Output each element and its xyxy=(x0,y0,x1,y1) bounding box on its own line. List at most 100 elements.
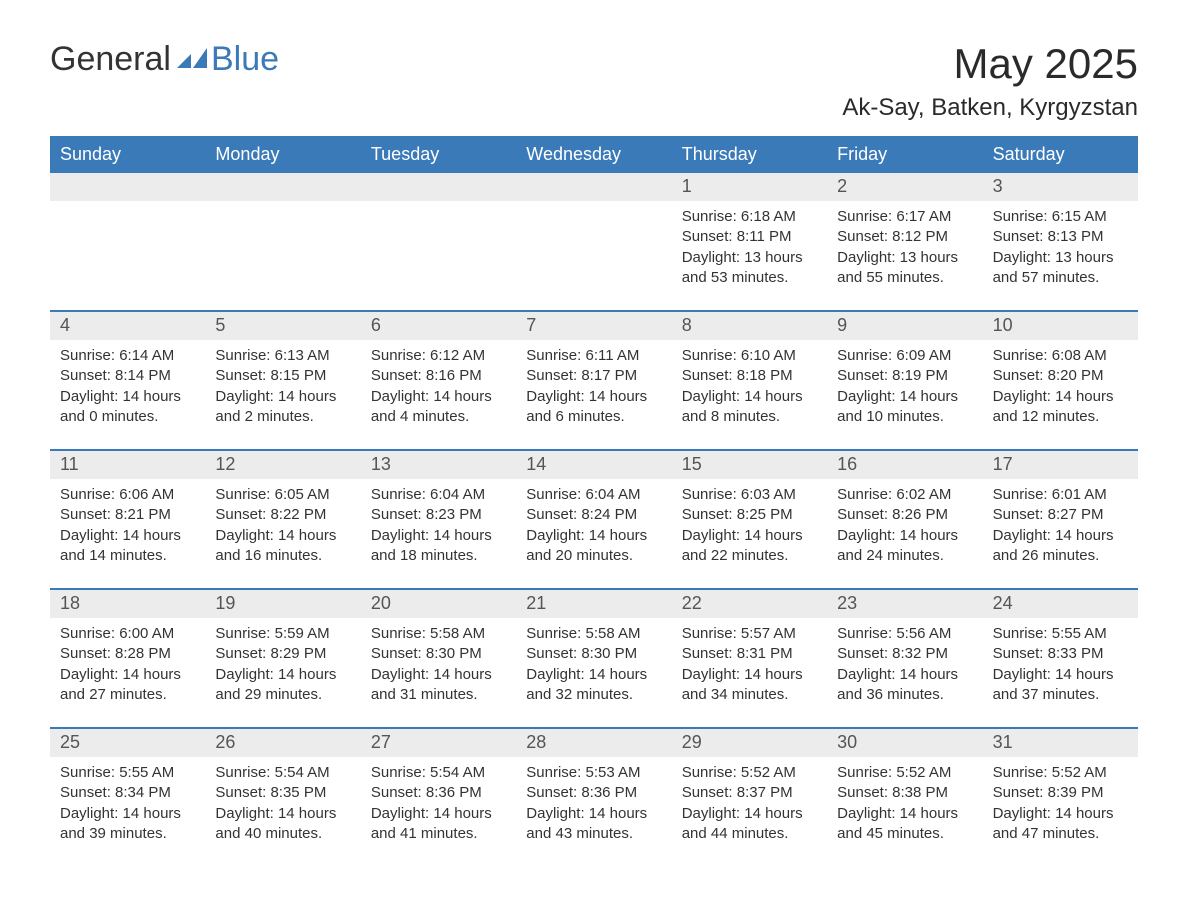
day-daylight2-text: and 14 minutes. xyxy=(60,546,195,566)
day-daylight1-text: Daylight: 14 hours xyxy=(371,804,506,824)
day-sunset-text: Sunset: 8:20 PM xyxy=(993,366,1128,386)
day-number: 8 xyxy=(672,312,827,340)
day-body: Sunrise: 6:01 AMSunset: 8:27 PMDaylight:… xyxy=(983,479,1138,576)
day-body: Sunrise: 6:02 AMSunset: 8:26 PMDaylight:… xyxy=(827,479,982,576)
day-daylight1-text: Daylight: 14 hours xyxy=(682,804,817,824)
day-daylight1-text: Daylight: 14 hours xyxy=(993,387,1128,407)
weekday-label: Saturday xyxy=(983,136,1138,173)
day-cell xyxy=(361,173,516,298)
day-sunrise-text: Sunrise: 6:17 AM xyxy=(837,207,972,227)
day-sunset-text: Sunset: 8:15 PM xyxy=(215,366,350,386)
day-daylight2-text: and 43 minutes. xyxy=(526,824,661,844)
brand-part1: General xyxy=(50,40,171,79)
day-daylight1-text: Daylight: 14 hours xyxy=(837,665,972,685)
day-cell: 17Sunrise: 6:01 AMSunset: 8:27 PMDayligh… xyxy=(983,451,1138,576)
day-cell: 19Sunrise: 5:59 AMSunset: 8:29 PMDayligh… xyxy=(205,590,360,715)
day-body: Sunrise: 6:11 AMSunset: 8:17 PMDaylight:… xyxy=(516,340,671,437)
day-cell xyxy=(205,173,360,298)
day-sunrise-text: Sunrise: 5:54 AM xyxy=(371,763,506,783)
day-cell: 31Sunrise: 5:52 AMSunset: 8:39 PMDayligh… xyxy=(983,729,1138,854)
day-body: Sunrise: 5:55 AMSunset: 8:33 PMDaylight:… xyxy=(983,618,1138,715)
day-daylight2-text: and 57 minutes. xyxy=(993,268,1128,288)
day-body: Sunrise: 5:59 AMSunset: 8:29 PMDaylight:… xyxy=(205,618,360,715)
day-cell: 21Sunrise: 5:58 AMSunset: 8:30 PMDayligh… xyxy=(516,590,671,715)
day-number: 2 xyxy=(827,173,982,201)
day-daylight2-text: and 37 minutes. xyxy=(993,685,1128,705)
day-cell: 5Sunrise: 6:13 AMSunset: 8:15 PMDaylight… xyxy=(205,312,360,437)
day-cell xyxy=(516,173,671,298)
brand-logo: General Blue xyxy=(50,40,279,79)
day-sunrise-text: Sunrise: 5:58 AM xyxy=(526,624,661,644)
day-sunset-text: Sunset: 8:31 PM xyxy=(682,644,817,664)
day-cell: 12Sunrise: 6:05 AMSunset: 8:22 PMDayligh… xyxy=(205,451,360,576)
day-daylight1-text: Daylight: 14 hours xyxy=(215,665,350,685)
day-sunset-text: Sunset: 8:34 PM xyxy=(60,783,195,803)
day-daylight1-text: Daylight: 14 hours xyxy=(837,387,972,407)
day-daylight1-text: Daylight: 14 hours xyxy=(993,804,1128,824)
day-cell: 7Sunrise: 6:11 AMSunset: 8:17 PMDaylight… xyxy=(516,312,671,437)
day-body: Sunrise: 5:58 AMSunset: 8:30 PMDaylight:… xyxy=(361,618,516,715)
day-daylight2-text: and 32 minutes. xyxy=(526,685,661,705)
day-cell: 9Sunrise: 6:09 AMSunset: 8:19 PMDaylight… xyxy=(827,312,982,437)
day-number: 20 xyxy=(361,590,516,618)
day-daylight1-text: Daylight: 14 hours xyxy=(993,526,1128,546)
day-daylight1-text: Daylight: 14 hours xyxy=(526,804,661,824)
day-daylight1-text: Daylight: 14 hours xyxy=(371,387,506,407)
day-number: 24 xyxy=(983,590,1138,618)
day-body: Sunrise: 6:04 AMSunset: 8:23 PMDaylight:… xyxy=(361,479,516,576)
day-sunset-text: Sunset: 8:16 PM xyxy=(371,366,506,386)
day-sunrise-text: Sunrise: 5:53 AM xyxy=(526,763,661,783)
day-daylight1-text: Daylight: 14 hours xyxy=(526,387,661,407)
day-number: 4 xyxy=(50,312,205,340)
day-cell: 16Sunrise: 6:02 AMSunset: 8:26 PMDayligh… xyxy=(827,451,982,576)
day-sunrise-text: Sunrise: 5:52 AM xyxy=(682,763,817,783)
weekday-label: Friday xyxy=(827,136,982,173)
day-cell: 18Sunrise: 6:00 AMSunset: 8:28 PMDayligh… xyxy=(50,590,205,715)
day-body: Sunrise: 6:18 AMSunset: 8:11 PMDaylight:… xyxy=(672,201,827,298)
day-sunrise-text: Sunrise: 6:04 AM xyxy=(371,485,506,505)
day-number: 26 xyxy=(205,729,360,757)
location-subtitle: Ak-Say, Batken, Kyrgyzstan xyxy=(842,94,1138,122)
day-daylight1-text: Daylight: 14 hours xyxy=(682,665,817,685)
day-cell: 29Sunrise: 5:52 AMSunset: 8:37 PMDayligh… xyxy=(672,729,827,854)
day-body: Sunrise: 5:53 AMSunset: 8:36 PMDaylight:… xyxy=(516,757,671,854)
day-body: Sunrise: 6:05 AMSunset: 8:22 PMDaylight:… xyxy=(205,479,360,576)
day-daylight2-text: and 0 minutes. xyxy=(60,407,195,427)
day-cell: 2Sunrise: 6:17 AMSunset: 8:12 PMDaylight… xyxy=(827,173,982,298)
day-cell: 30Sunrise: 5:52 AMSunset: 8:38 PMDayligh… xyxy=(827,729,982,854)
day-cell: 14Sunrise: 6:04 AMSunset: 8:24 PMDayligh… xyxy=(516,451,671,576)
day-sunset-text: Sunset: 8:21 PM xyxy=(60,505,195,525)
day-daylight1-text: Daylight: 14 hours xyxy=(682,387,817,407)
day-cell xyxy=(50,173,205,298)
day-body: Sunrise: 6:06 AMSunset: 8:21 PMDaylight:… xyxy=(50,479,205,576)
day-cell: 24Sunrise: 5:55 AMSunset: 8:33 PMDayligh… xyxy=(983,590,1138,715)
day-daylight2-text: and 41 minutes. xyxy=(371,824,506,844)
day-sunset-text: Sunset: 8:38 PM xyxy=(837,783,972,803)
calendar-grid: Sunday Monday Tuesday Wednesday Thursday… xyxy=(50,136,1138,854)
day-sunset-text: Sunset: 8:30 PM xyxy=(526,644,661,664)
day-sunset-text: Sunset: 8:18 PM xyxy=(682,366,817,386)
day-body: Sunrise: 6:10 AMSunset: 8:18 PMDaylight:… xyxy=(672,340,827,437)
day-cell: 3Sunrise: 6:15 AMSunset: 8:13 PMDaylight… xyxy=(983,173,1138,298)
day-sunset-text: Sunset: 8:12 PM xyxy=(837,227,972,247)
week-row: 25Sunrise: 5:55 AMSunset: 8:34 PMDayligh… xyxy=(50,727,1138,854)
day-number: 17 xyxy=(983,451,1138,479)
day-body: Sunrise: 6:17 AMSunset: 8:12 PMDaylight:… xyxy=(827,201,982,298)
day-number: 16 xyxy=(827,451,982,479)
day-number: 28 xyxy=(516,729,671,757)
day-body: Sunrise: 5:52 AMSunset: 8:38 PMDaylight:… xyxy=(827,757,982,854)
day-number: 1 xyxy=(672,173,827,201)
day-body xyxy=(50,201,205,217)
day-number: 25 xyxy=(50,729,205,757)
month-year-title: May 2025 xyxy=(842,40,1138,88)
day-sunrise-text: Sunrise: 6:06 AM xyxy=(60,485,195,505)
day-sunrise-text: Sunrise: 6:10 AM xyxy=(682,346,817,366)
day-number: 11 xyxy=(50,451,205,479)
day-body: Sunrise: 6:15 AMSunset: 8:13 PMDaylight:… xyxy=(983,201,1138,298)
day-sunrise-text: Sunrise: 6:18 AM xyxy=(682,207,817,227)
day-number: 30 xyxy=(827,729,982,757)
day-body xyxy=(516,201,671,217)
day-body: Sunrise: 6:08 AMSunset: 8:20 PMDaylight:… xyxy=(983,340,1138,437)
day-body: Sunrise: 6:09 AMSunset: 8:19 PMDaylight:… xyxy=(827,340,982,437)
day-daylight1-text: Daylight: 13 hours xyxy=(682,248,817,268)
